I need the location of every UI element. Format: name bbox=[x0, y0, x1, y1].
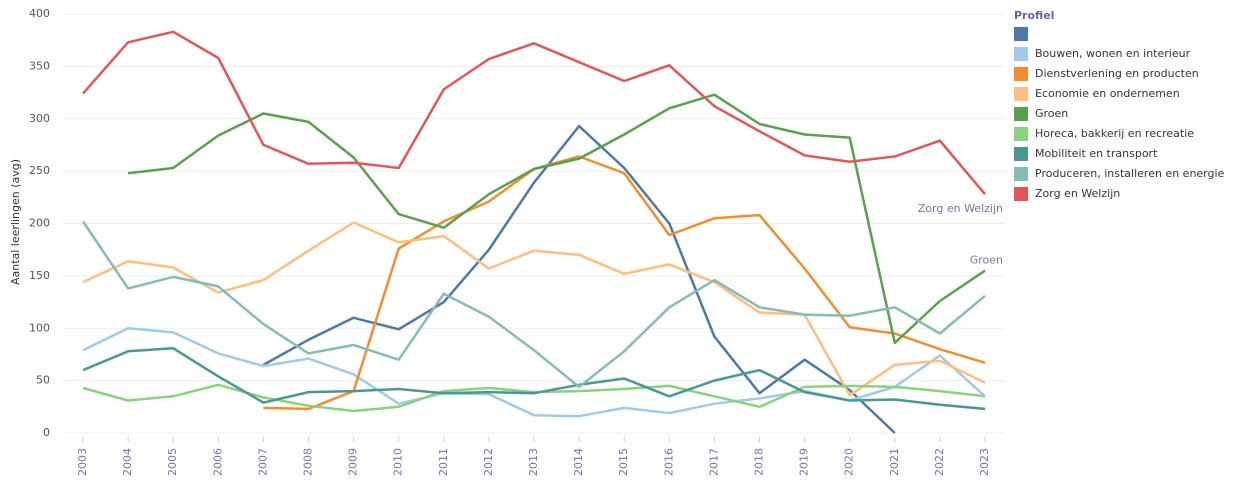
y-tick-label: 200 bbox=[29, 217, 50, 230]
x-tick-label: 2013 bbox=[527, 448, 540, 476]
legend-swatch bbox=[1014, 87, 1028, 101]
legend-title: Profiel bbox=[1014, 9, 1054, 22]
y-tick-label: 300 bbox=[29, 112, 50, 125]
x-tick-label: 2023 bbox=[978, 448, 991, 476]
legend-label: Bouwen, wonen en interieur bbox=[1035, 47, 1191, 60]
line-end-label: Groen bbox=[970, 254, 1003, 267]
x-tick-label: 2012 bbox=[482, 448, 495, 476]
x-tick-label: 2005 bbox=[166, 448, 179, 476]
x-tick-label: 2019 bbox=[798, 448, 811, 476]
x-tick-label: 2003 bbox=[76, 448, 89, 476]
x-tick-label: 2017 bbox=[707, 448, 720, 476]
series-line bbox=[81, 220, 986, 389]
x-tick-label: 2007 bbox=[256, 448, 269, 476]
series-line bbox=[82, 346, 986, 411]
y-tick-label: 0 bbox=[43, 426, 50, 439]
x-tick-label: 2016 bbox=[662, 448, 675, 476]
x-tick-label: 2004 bbox=[121, 448, 134, 476]
y-tick-label: 50 bbox=[36, 374, 50, 387]
x-tick-label: 2014 bbox=[572, 448, 585, 476]
y-tick-label: 400 bbox=[29, 7, 50, 20]
x-tick-label: 2010 bbox=[392, 448, 405, 476]
x-tick-label: 2015 bbox=[617, 448, 630, 476]
legend-label: Dienstverlening en producten bbox=[1035, 67, 1199, 80]
legend-swatch bbox=[1014, 147, 1028, 161]
series-line bbox=[262, 124, 896, 434]
legend-label: Economie en ondernemen bbox=[1035, 87, 1180, 100]
x-tick-label: 2020 bbox=[843, 448, 856, 476]
y-tick-label: 350 bbox=[29, 59, 50, 72]
series-line bbox=[127, 93, 986, 345]
legend-swatch bbox=[1014, 127, 1028, 141]
legend-label: Zorg en Welzijn bbox=[1035, 187, 1120, 200]
y-tick-label: 150 bbox=[29, 269, 50, 282]
legend-label: Mobiliteit en transport bbox=[1035, 147, 1158, 160]
y-axis-label: Aantal leerlingen (avg) bbox=[9, 159, 22, 285]
x-tick-label: 2011 bbox=[437, 448, 450, 476]
legend-swatch bbox=[1014, 167, 1028, 181]
x-tick-label: 2021 bbox=[888, 448, 901, 476]
legend-label: Groen bbox=[1035, 107, 1068, 120]
legend-swatch bbox=[1014, 187, 1028, 201]
legend-label: Produceren, installeren en energie bbox=[1035, 167, 1225, 180]
x-tick-label: 2009 bbox=[347, 448, 360, 476]
x-tick-label: 2006 bbox=[211, 448, 224, 476]
series-line bbox=[263, 155, 986, 411]
legend-label: Horeca, bakkerij en recreatie bbox=[1035, 127, 1194, 140]
legend-swatch bbox=[1014, 67, 1028, 81]
x-tick-label: 2022 bbox=[933, 448, 946, 476]
x-tick-label: 2018 bbox=[753, 448, 766, 476]
series-line bbox=[82, 221, 986, 397]
series-line bbox=[82, 327, 986, 418]
series-line bbox=[82, 30, 986, 196]
legend-swatch bbox=[1014, 47, 1028, 61]
line-end-label: Zorg en Welzijn bbox=[918, 202, 1003, 215]
x-tick-label: 2008 bbox=[302, 448, 315, 476]
y-tick-label: 100 bbox=[29, 321, 50, 334]
y-tick-label: 250 bbox=[29, 164, 50, 177]
legend-swatch bbox=[1014, 27, 1028, 41]
legend-swatch bbox=[1014, 107, 1028, 121]
